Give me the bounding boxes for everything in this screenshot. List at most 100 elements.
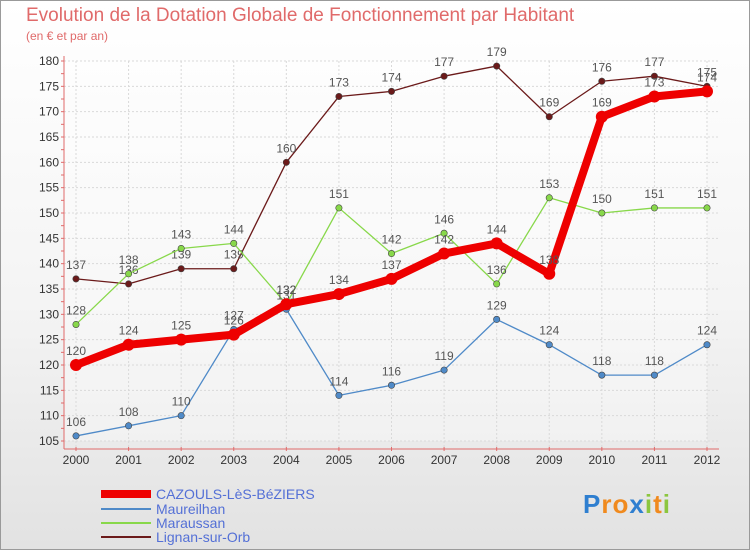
- legend-label-lignan: Lignan-sur-Orb: [156, 529, 251, 545]
- data-label-cazouls-l-s-b-ziers: 134: [329, 273, 349, 287]
- data-point-maureilhan: [703, 341, 711, 349]
- y-tick-label: 115: [40, 383, 59, 397]
- y-tick-label: 105: [39, 434, 59, 448]
- data-point-maureilhan: [72, 432, 80, 440]
- data-point-cazouls-l-s-b-ziers: [122, 338, 135, 351]
- data-label-lignan-sur-orb: 174: [381, 70, 401, 84]
- logo-letter: P: [583, 489, 602, 519]
- data-point-maraussan: [440, 229, 448, 237]
- legend-label-maureilhan: Maureilhan: [156, 501, 226, 517]
- data-point-maureilhan: [177, 412, 185, 420]
- data-label-lignan-sur-orb: 177: [644, 55, 664, 69]
- x-tick-label: 2002: [168, 453, 195, 467]
- data-point-maraussan: [598, 209, 606, 217]
- data-label-cazouls-l-s-b-ziers: 126: [224, 314, 244, 328]
- data-label-lignan-sur-orb: 160: [276, 141, 296, 155]
- data-label-maureilhan: 114: [329, 374, 348, 388]
- data-point-maraussan: [650, 204, 658, 212]
- x-tick-label: 2008: [483, 453, 510, 467]
- data-label-maraussan: 153: [539, 177, 559, 191]
- data-point-lignan-sur-orb: [387, 87, 395, 95]
- data-point-lignan-sur-orb: [72, 275, 80, 283]
- y-tick-label: 140: [39, 257, 59, 271]
- x-tick-label: 2001: [115, 453, 142, 467]
- data-label-maureilhan: 127: [224, 309, 244, 323]
- y-tick-label: 170: [39, 105, 59, 119]
- data-label-maraussan: 150: [592, 192, 612, 206]
- data-label-lignan-sur-orb: 136: [119, 263, 139, 277]
- data-point-cazouls-l-s-b-ziers: [280, 298, 293, 311]
- data-point-lignan-sur-orb: [440, 72, 448, 80]
- y-tick-label: 110: [40, 409, 59, 423]
- legend-item-lignan: Lignan-sur-Orb: [101, 529, 251, 545]
- legend-swatch-cazouls: [101, 490, 151, 498]
- y-tick-label: 160: [39, 155, 59, 169]
- data-point-lignan-sur-orb: [335, 92, 343, 100]
- legend-label-cazouls: CAZOULS-LèS-BéZIERS: [156, 486, 315, 502]
- data-point-cazouls-l-s-b-ziers: [332, 288, 345, 301]
- data-label-maureilhan: 124: [697, 324, 717, 338]
- data-point-maureilhan: [650, 371, 658, 379]
- data-label-maureilhan: 106: [66, 415, 86, 429]
- data-label-maraussan: 136: [487, 263, 507, 277]
- y-tick-label: 155: [39, 181, 59, 195]
- x-tick-label: 2004: [273, 453, 300, 467]
- data-label-cazouls-l-s-b-ziers: 137: [381, 258, 401, 272]
- plot-area: [64, 61, 707, 441]
- y-tick-label: 125: [39, 333, 59, 347]
- data-point-lignan-sur-orb: [125, 280, 133, 288]
- x-tick-label: 2011: [642, 453, 668, 467]
- data-point-maraussan: [387, 250, 395, 258]
- data-label-maraussan: 144: [224, 222, 244, 236]
- data-point-cazouls-l-s-b-ziers: [648, 90, 661, 103]
- data-point-lignan-sur-orb: [493, 62, 501, 70]
- data-label-maureilhan: 110: [172, 395, 191, 409]
- data-label-lignan-sur-orb: 176: [592, 60, 612, 74]
- data-label-maraussan: 151: [329, 187, 349, 201]
- data-label-maureilhan: 116: [382, 364, 401, 378]
- data-point-maureilhan: [125, 422, 133, 430]
- y-tick-label: 150: [39, 206, 59, 220]
- data-point-lignan-sur-orb: [650, 72, 658, 80]
- x-tick-label: 2005: [326, 453, 353, 467]
- data-point-maureilhan: [335, 391, 343, 399]
- legend-item-maraussan: Maraussan: [101, 515, 226, 531]
- data-point-cazouls-l-s-b-ziers: [175, 333, 188, 346]
- data-label-lignan-sur-orb: 175: [697, 65, 717, 79]
- legend-swatch-maureilhan: [101, 508, 151, 510]
- data-label-maureilhan: 118: [592, 354, 611, 368]
- y-tick-label: 130: [39, 307, 59, 321]
- data-label-lignan-sur-orb: 169: [539, 96, 559, 110]
- data-label-maraussan: 138: [119, 253, 139, 267]
- logo-letter: i: [644, 489, 654, 519]
- data-point-cazouls-l-s-b-ziers: [595, 110, 608, 123]
- logo-letter: o: [612, 489, 630, 519]
- data-label-lignan-sur-orb: 179: [487, 45, 507, 59]
- data-point-maraussan: [545, 194, 553, 202]
- chart-title: Evolution de la Dotation Globale de Fonc…: [26, 5, 575, 26]
- data-point-cazouls-l-s-b-ziers: [227, 328, 240, 341]
- data-point-maraussan: [335, 204, 343, 212]
- data-label-maraussan: 128: [66, 303, 86, 317]
- data-label-cazouls-l-s-b-ziers: 144: [487, 222, 507, 236]
- data-point-maureilhan: [598, 371, 606, 379]
- data-point-maraussan: [177, 244, 185, 252]
- data-point-cazouls-l-s-b-ziers: [701, 85, 713, 98]
- data-point-maraussan: [72, 320, 80, 328]
- data-label-maraussan: 151: [697, 187, 717, 201]
- data-label-cazouls-l-s-b-ziers: 142: [434, 233, 454, 247]
- legend-label-maraussan: Maraussan: [156, 515, 226, 531]
- y-tick-label: 180: [39, 54, 59, 68]
- data-label-cazouls-l-s-b-ziers: 174: [697, 70, 717, 84]
- data-label-lignan-sur-orb: 173: [329, 75, 349, 89]
- data-label-maureilhan: 131: [276, 288, 296, 302]
- data-point-maureilhan: [493, 315, 501, 323]
- data-point-maureilhan: [545, 341, 553, 349]
- data-label-maureilhan: 124: [539, 324, 559, 338]
- data-point-cazouls-l-s-b-ziers: [385, 272, 398, 285]
- data-point-lignan-sur-orb: [545, 113, 553, 121]
- y-tick-label: 135: [39, 282, 59, 296]
- logo-letter: t: [653, 489, 663, 519]
